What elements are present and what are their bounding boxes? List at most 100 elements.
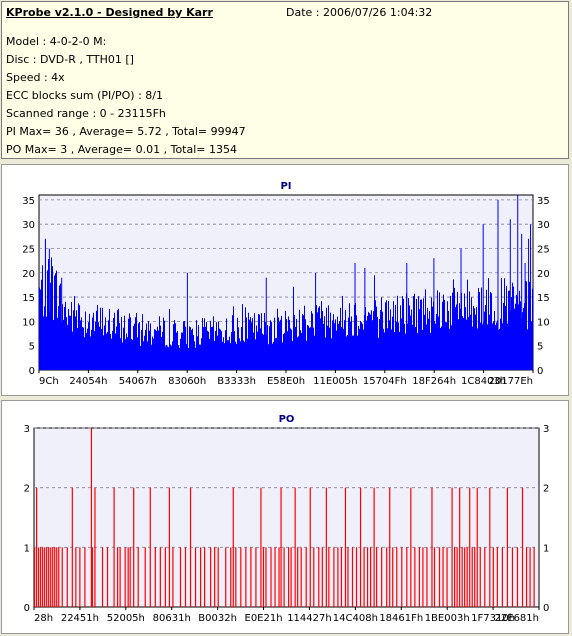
pi-bar <box>502 323 503 370</box>
pi-bar <box>475 314 476 370</box>
pi-bar <box>477 328 478 370</box>
pi-bar <box>77 328 78 370</box>
po-bar <box>159 547 161 607</box>
pi-bar <box>523 307 524 370</box>
pi-bar <box>487 324 488 370</box>
pi-bar <box>247 338 248 370</box>
pi-bar <box>429 310 430 370</box>
po-bar <box>318 547 320 607</box>
po-bar <box>431 487 433 607</box>
pi-bar <box>495 324 496 370</box>
scan-date: Date : 2006/07/26 1:04:32 <box>286 6 433 19</box>
po-bar <box>48 547 50 607</box>
pi-bar <box>405 333 406 370</box>
pi-bar <box>478 288 479 370</box>
pi-bar <box>439 292 440 370</box>
po-bar <box>422 547 424 607</box>
pi-bar <box>277 308 278 370</box>
po-bar <box>456 547 458 607</box>
pi-bar <box>368 312 369 370</box>
x-tick-label: 14C408h <box>333 613 378 624</box>
po-bar <box>418 547 420 607</box>
pi-bar <box>242 304 243 370</box>
pi-bar <box>351 316 352 370</box>
po-bar <box>54 547 56 607</box>
pi-bar <box>435 323 436 370</box>
po-bar <box>479 547 481 607</box>
pi-bar <box>518 304 519 370</box>
y-tick-label-right: 10 <box>537 317 550 328</box>
y-tick-label-left: 25 <box>22 244 35 255</box>
pi-bar <box>216 322 217 370</box>
pi-bar <box>484 311 485 370</box>
po-bar <box>61 547 63 607</box>
x-tick-label: 20177Eh <box>489 376 533 387</box>
pi-bar <box>169 309 170 370</box>
po-bar <box>501 547 503 607</box>
pi-bar <box>499 328 500 370</box>
pi-bar <box>52 266 53 370</box>
pi-bar <box>387 328 388 370</box>
pi-bar <box>182 332 183 370</box>
pi-bar <box>531 321 532 370</box>
pi-bar <box>281 315 282 370</box>
pi-bar <box>301 333 302 370</box>
pi-bar <box>194 341 195 370</box>
y-tick-label-right: 0 <box>543 603 549 614</box>
x-tick-label: 15704Fh <box>363 376 407 387</box>
pi-bar <box>135 317 136 370</box>
pi-bar <box>150 323 151 370</box>
po-bar <box>401 547 403 607</box>
pi-bar <box>119 323 120 370</box>
pi-bar <box>396 321 397 370</box>
po-bar <box>232 487 234 607</box>
y-tick-label-right: 20 <box>537 269 550 280</box>
pi-bar <box>60 283 61 370</box>
po-bar <box>454 547 456 607</box>
pi-bar <box>524 303 525 370</box>
pi-bar <box>419 309 420 370</box>
pi-bar <box>447 301 448 370</box>
pi-bar <box>240 341 241 370</box>
pi-bar <box>68 308 69 370</box>
pi-bar <box>297 337 298 370</box>
po-bar <box>278 547 280 607</box>
pi-bar <box>180 338 181 370</box>
pi-bar <box>203 327 204 370</box>
po-bar <box>344 487 347 607</box>
x-tick-label: B0032h <box>198 613 237 624</box>
pi-bar <box>460 308 461 370</box>
po-bar <box>392 547 394 607</box>
pi-bar <box>414 293 415 370</box>
pi-bar <box>257 331 258 370</box>
pi-bar <box>57 317 58 370</box>
pi-bar <box>346 336 347 370</box>
pi-bar <box>164 320 165 370</box>
pi-bar <box>332 320 333 370</box>
pi-bar <box>252 318 253 370</box>
po-bar <box>446 547 448 607</box>
x-tick-label: 9Ch <box>39 376 59 387</box>
pi-bar <box>390 309 391 370</box>
pi-bar <box>70 316 71 370</box>
pi-bar <box>379 318 380 370</box>
pi-bar <box>280 319 281 370</box>
pi-bar <box>253 332 254 370</box>
pi-bar <box>213 316 214 370</box>
pi-bar <box>160 325 161 370</box>
po-bar <box>476 487 478 607</box>
pi-bar <box>246 317 247 370</box>
pi-bar <box>188 347 189 370</box>
pi-bar <box>336 330 337 370</box>
y-tick-label-right: 2 <box>543 484 549 495</box>
pi-bar <box>308 325 309 370</box>
pi-bar <box>255 339 256 370</box>
pi-bar <box>62 304 63 370</box>
po-bar <box>40 547 42 607</box>
po-bar <box>294 487 296 607</box>
po-bar <box>381 547 383 607</box>
pi-bars <box>39 195 533 370</box>
pi-bar <box>310 327 311 370</box>
po-bar <box>370 547 372 607</box>
pi-bar <box>184 321 185 370</box>
